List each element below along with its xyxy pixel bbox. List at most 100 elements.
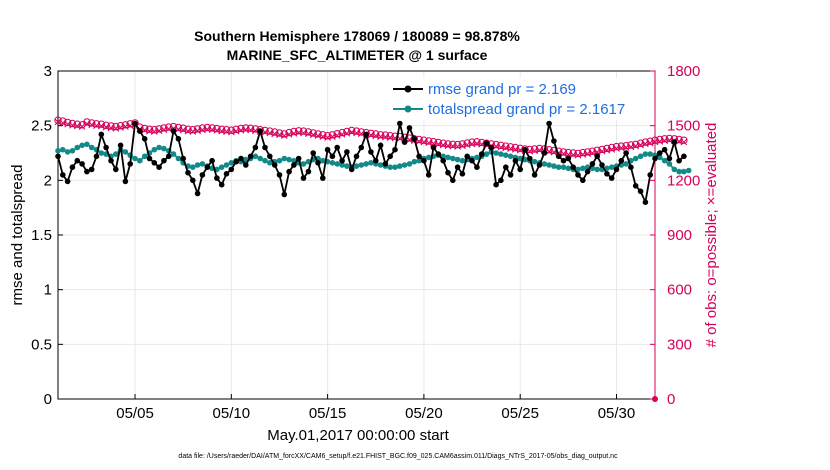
data-point (267, 153, 273, 160)
data-point (281, 155, 288, 162)
data-point (498, 177, 504, 184)
data-point (151, 160, 158, 166)
data-point (190, 164, 196, 170)
y-tick-label: 2.5 (31, 118, 52, 135)
data-point (252, 153, 259, 160)
obs-possible-point (348, 126, 356, 135)
data-point (575, 172, 581, 178)
data-point (666, 155, 673, 162)
data-point (339, 162, 345, 168)
chart-title: Southern Hemisphere 178069 / 180089 = 98… (194, 28, 520, 44)
obs-possible-point (463, 139, 471, 147)
data-point (156, 144, 162, 151)
data-point (488, 144, 495, 151)
data-point (55, 153, 61, 160)
data-point (474, 154, 480, 161)
obs-possible-point (116, 122, 125, 130)
data-point (657, 154, 663, 161)
data-point (348, 166, 355, 173)
data-point (262, 144, 268, 151)
data-point (681, 153, 687, 160)
data-point (74, 157, 81, 164)
obs-possible-point (593, 146, 601, 155)
data-point (541, 161, 548, 167)
data-point (98, 150, 105, 156)
obs-possible-point (641, 138, 650, 146)
obs-evaluated-point (78, 123, 86, 130)
data-point (685, 167, 692, 174)
obs-possible-point (338, 128, 346, 137)
data-point (541, 150, 548, 156)
right-axis-origin-marker (652, 396, 658, 402)
data-point (392, 146, 398, 153)
chart-subtitle: MARINE_SFC_ALTIMETER @ 1 surface (227, 47, 488, 63)
data-point (493, 181, 499, 188)
x-tick-label: 05/10 (213, 405, 251, 422)
data-point (320, 157, 326, 164)
data-point (555, 153, 562, 160)
data-point (411, 136, 418, 142)
data-point (218, 164, 225, 170)
data-point (676, 168, 682, 175)
data-point (194, 162, 201, 168)
series-layer (54, 116, 692, 206)
data-point (363, 161, 369, 167)
data-point (618, 157, 625, 164)
obs-possible-point (588, 147, 597, 155)
data-point (190, 177, 196, 184)
obs-possible-point (141, 124, 149, 133)
data-point (406, 161, 413, 167)
data-point (103, 144, 109, 151)
obs-possible-point (458, 140, 467, 148)
obs-possible-point (155, 125, 163, 133)
data-point (632, 155, 639, 162)
data-point (454, 164, 461, 170)
data-point (88, 144, 95, 151)
data-point (334, 161, 341, 167)
y-tick-label: 1.5 (31, 227, 52, 244)
y-right-tick-label: 1800 (667, 63, 700, 80)
obs-possible-point (280, 130, 288, 138)
data-point (642, 151, 649, 157)
data-point (493, 150, 499, 156)
data-point (344, 149, 350, 155)
data-point (531, 158, 538, 165)
data-point (570, 164, 576, 170)
x-tick-label: 05/20 (405, 405, 443, 422)
y-tick-label: 3 (44, 63, 52, 80)
legend-rmse-label: rmse grand pr = 2.169 (428, 81, 576, 98)
data-point (329, 160, 336, 166)
data-point (165, 153, 172, 160)
data-point (344, 163, 350, 169)
y-axis-label: rmse and totalspread (9, 165, 26, 306)
data-point (392, 164, 398, 170)
data-point (358, 162, 365, 168)
data-point (430, 144, 437, 151)
data-point (69, 148, 76, 154)
obs-possible-point (54, 116, 62, 124)
obs-possible-point (333, 130, 341, 138)
data-point (445, 154, 451, 161)
data-point (661, 157, 668, 164)
data-point (79, 161, 85, 167)
data-point (252, 144, 259, 151)
data-point (137, 157, 143, 164)
data-point (454, 156, 461, 163)
data-point (204, 164, 211, 170)
data-point (295, 155, 302, 162)
y-right-tick-label: 1200 (667, 172, 700, 189)
data-point (79, 142, 85, 149)
data-point (243, 162, 249, 168)
data-point (459, 157, 466, 164)
obs-possible-point (646, 137, 654, 145)
data-point (425, 172, 432, 178)
data-point (373, 157, 379, 164)
x-tick-label: 05/25 (501, 405, 539, 422)
data-point (358, 144, 365, 151)
obs-possible-point (598, 145, 606, 154)
legend: rmse grand pr = 2.169 totalspread grand … (388, 78, 650, 120)
data-point (531, 172, 538, 178)
data-point (334, 144, 341, 151)
data-point (580, 165, 586, 172)
x-tick-label: 05/15 (309, 405, 347, 422)
